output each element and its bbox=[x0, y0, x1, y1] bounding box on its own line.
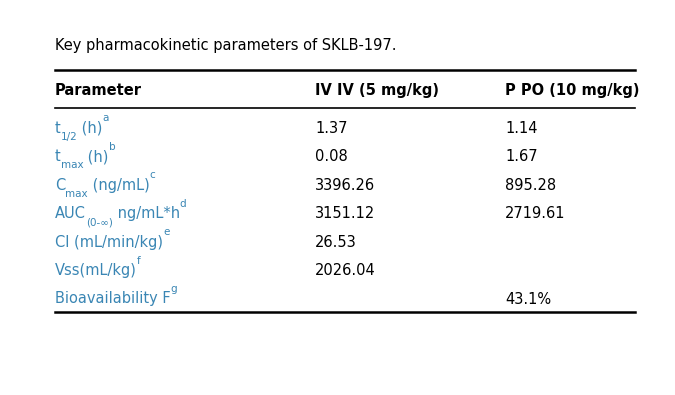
Text: AUC: AUC bbox=[55, 206, 86, 221]
Text: 1.14: 1.14 bbox=[505, 120, 537, 135]
Text: 895.28: 895.28 bbox=[505, 177, 556, 192]
Text: e: e bbox=[163, 227, 169, 237]
Text: t: t bbox=[55, 149, 61, 164]
Text: P PO (10 mg/kg): P PO (10 mg/kg) bbox=[505, 83, 639, 98]
Text: Bioavailability F: Bioavailability F bbox=[55, 292, 171, 307]
Text: max: max bbox=[65, 188, 88, 199]
Text: Key pharmacokinetic parameters of SKLB-197.: Key pharmacokinetic parameters of SKLB-1… bbox=[55, 38, 396, 53]
Text: c: c bbox=[150, 170, 155, 180]
Text: 0.08: 0.08 bbox=[315, 149, 348, 164]
Text: (h): (h) bbox=[78, 120, 103, 135]
Text: IV IV (5 mg/kg): IV IV (5 mg/kg) bbox=[315, 83, 439, 98]
Text: Vss(mL/kg): Vss(mL/kg) bbox=[55, 263, 137, 278]
Text: 43.1%: 43.1% bbox=[505, 292, 551, 307]
Text: 1.37: 1.37 bbox=[315, 120, 348, 135]
Text: max: max bbox=[61, 160, 84, 170]
Text: 3396.26: 3396.26 bbox=[315, 177, 375, 192]
Text: 26.53: 26.53 bbox=[315, 235, 357, 250]
Text: 2719.61: 2719.61 bbox=[505, 206, 566, 221]
Text: Parameter: Parameter bbox=[55, 83, 142, 98]
Text: 2026.04: 2026.04 bbox=[315, 263, 376, 278]
Text: 3151.12: 3151.12 bbox=[315, 206, 375, 221]
Text: (h): (h) bbox=[84, 149, 109, 164]
Text: (0-∞): (0-∞) bbox=[86, 217, 113, 227]
Text: ng/mL*h: ng/mL*h bbox=[113, 206, 180, 221]
Text: f: f bbox=[137, 256, 140, 265]
Text: a: a bbox=[103, 113, 109, 123]
Text: 1.67: 1.67 bbox=[505, 149, 537, 164]
Text: b: b bbox=[109, 141, 115, 152]
Text: g: g bbox=[171, 284, 178, 294]
Text: Cl (mL/min/kg): Cl (mL/min/kg) bbox=[55, 235, 163, 250]
Text: (ng/mL): (ng/mL) bbox=[88, 177, 150, 192]
Text: d: d bbox=[180, 199, 186, 209]
Text: t: t bbox=[55, 120, 61, 135]
Text: 1/2: 1/2 bbox=[61, 132, 78, 141]
Text: C: C bbox=[55, 177, 65, 192]
